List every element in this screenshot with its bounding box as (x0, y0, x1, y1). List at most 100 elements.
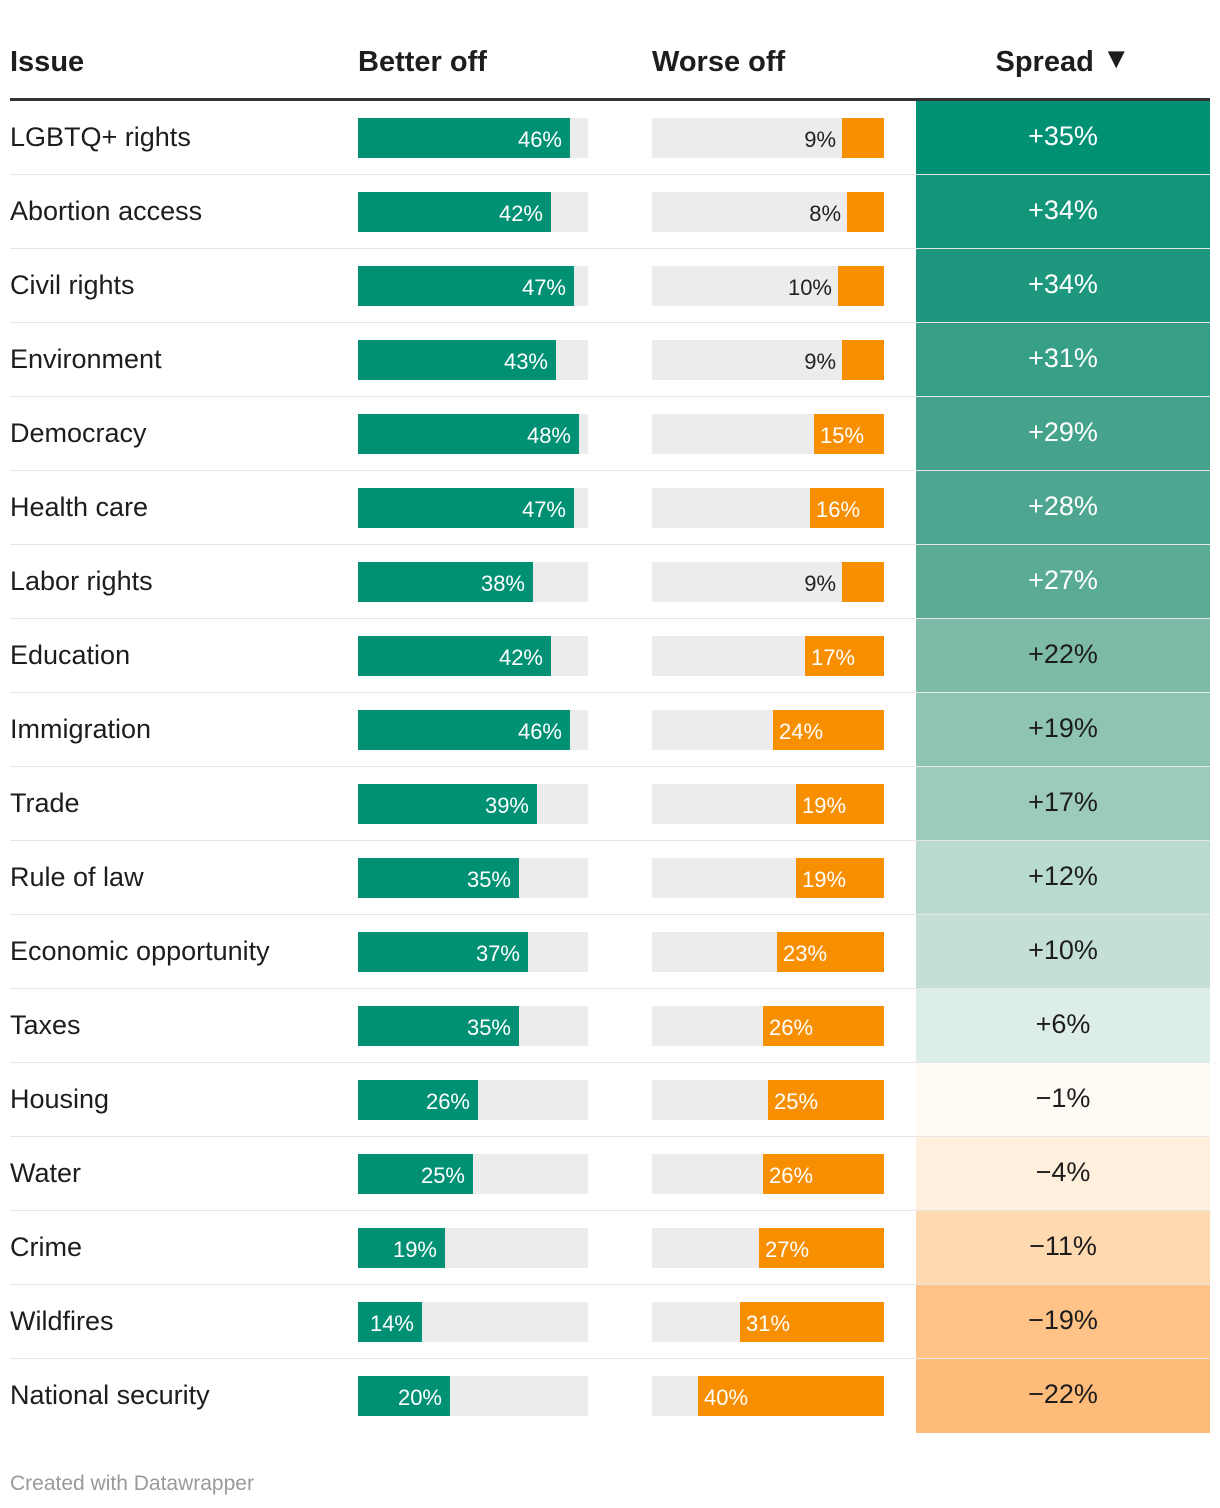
worse-off-bar (842, 340, 884, 380)
worse-off-bar (768, 1080, 884, 1120)
better-off-bar (358, 1080, 478, 1120)
worse-off-value: 8% (809, 201, 841, 226)
issue-label: Economic opportunity (10, 936, 270, 966)
spread-cell: +17% (916, 767, 1210, 841)
worse-off-bar (740, 1302, 884, 1342)
better-off-track: 35% (358, 1006, 588, 1046)
worse-off-track: 9% (652, 562, 884, 602)
better-off-track: 20% (358, 1376, 588, 1416)
better-off-track: 38% (358, 562, 588, 602)
issue-label: Environment (10, 344, 162, 374)
table-row: −1% Housing 26% 25% (0, 1063, 1220, 1137)
table-row: +12% Rule of law 35% 19% (0, 841, 1220, 915)
better-off-track: 37% (358, 932, 588, 972)
table-row: −11% Crime 19% 27% (0, 1211, 1220, 1285)
better-off-value: 47% (521, 497, 566, 522)
worse-off-bar (796, 858, 884, 898)
column-header-spread[interactable]: Spread ▼ (916, 43, 1210, 79)
table-row: +29% Democracy 48% 15% (0, 397, 1220, 471)
spread-value: +34% (1028, 195, 1098, 225)
issue-label: Immigration (10, 714, 152, 744)
better-off-bar (358, 488, 574, 528)
spread-value: +22% (1028, 639, 1098, 669)
spread-cell: +31% (916, 323, 1210, 397)
worse-off-track: 9% (652, 118, 884, 158)
column-header-better-off[interactable]: Better off (358, 46, 487, 78)
spread-cell: +19% (916, 693, 1210, 767)
better-off-value: 20% (397, 1385, 442, 1410)
row-divider (10, 1284, 1210, 1285)
better-off-value: 42% (498, 201, 543, 226)
column-header-worse-off[interactable]: Worse off (652, 46, 786, 78)
better-off-bar (358, 858, 519, 898)
better-off-bar (358, 1154, 473, 1194)
better-off-value: 35% (466, 1015, 511, 1040)
column-header-issue[interactable]: Issue (10, 46, 85, 78)
worse-off-value: 23% (783, 941, 828, 966)
worse-off-track: 27% (652, 1228, 884, 1268)
table-row: +27% Labor rights 38% 9% (0, 545, 1220, 619)
worse-off-track: 19% (652, 858, 884, 898)
worse-off-value: 26% (769, 1163, 814, 1188)
spread-cell: +12% (916, 841, 1210, 915)
better-off-bar (358, 414, 579, 454)
better-off-track: 46% (358, 710, 588, 750)
issue-label: National security (10, 1380, 210, 1410)
issue-label: Democracy (10, 418, 147, 448)
row-divider (10, 988, 1210, 989)
row-divider (10, 692, 1210, 693)
spread-value: +27% (1028, 565, 1098, 595)
better-off-bar (358, 1006, 519, 1046)
issue-label: Abortion access (10, 196, 203, 226)
datawrapper-credit[interactable]: Created with Datawrapper (10, 1472, 254, 1495)
spread-value: +17% (1028, 787, 1098, 817)
spread-value: +28% (1028, 491, 1098, 521)
better-off-value: 37% (475, 941, 520, 966)
worse-off-value: 17% (811, 645, 856, 670)
row-divider (10, 248, 1210, 249)
worse-off-value: 24% (779, 719, 824, 744)
better-off-value: 38% (480, 571, 525, 596)
spread-value: −19% (1028, 1305, 1098, 1335)
better-off-track: 14% (358, 1302, 588, 1342)
issue-label: Civil rights (10, 270, 135, 300)
spread-cell: +6% (916, 989, 1210, 1063)
worse-off-bar (763, 1154, 884, 1194)
better-off-value: 35% (466, 867, 511, 892)
worse-off-value: 27% (765, 1237, 810, 1262)
worse-off-bar (838, 266, 884, 306)
better-off-bar (358, 1302, 422, 1342)
row-divider (10, 1062, 1210, 1063)
better-off-track: 39% (358, 784, 588, 824)
worse-off-value: 10% (787, 275, 832, 300)
worse-off-track: 31% (652, 1302, 884, 1342)
worse-off-bar (814, 414, 884, 454)
better-off-value: 48% (526, 423, 571, 448)
better-off-track: 43% (358, 340, 588, 380)
better-off-value: 46% (517, 719, 562, 744)
table-row: +28% Health care 47% 16% (0, 471, 1220, 545)
worse-off-bar (810, 488, 884, 528)
spread-value: +19% (1028, 713, 1098, 743)
column-header-spread-label: Spread (995, 46, 1094, 78)
table-row: +34% Civil rights 47% 10% (0, 249, 1220, 323)
spread-value: +10% (1028, 935, 1098, 965)
spread-cell: −22% (916, 1359, 1210, 1433)
worse-off-value: 40% (704, 1385, 749, 1410)
better-off-value: 42% (498, 645, 543, 670)
better-off-track: 26% (358, 1080, 588, 1120)
better-off-track: 19% (358, 1228, 588, 1268)
worse-off-bar (796, 784, 884, 824)
row-divider (10, 396, 1210, 397)
spread-cell: +28% (916, 471, 1210, 545)
sort-descending-icon[interactable]: ▼ (1101, 43, 1131, 75)
worse-off-track: 25% (652, 1080, 884, 1120)
row-divider (10, 766, 1210, 767)
worse-off-value: 26% (769, 1015, 814, 1040)
better-off-bar (358, 562, 533, 602)
spread-cell: −19% (916, 1285, 1210, 1359)
worse-off-track: 16% (652, 488, 884, 528)
better-off-bar (358, 636, 551, 676)
better-off-bar (358, 1376, 450, 1416)
issue-label: Education (10, 640, 131, 670)
